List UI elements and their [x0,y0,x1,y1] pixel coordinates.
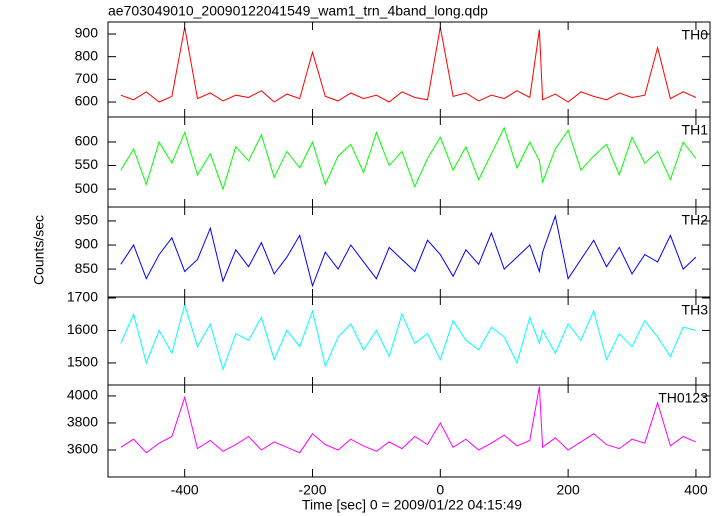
data-line [120,302,697,372]
y-tick-label: 850 [75,260,99,276]
y-tick-label: 3600 [67,441,98,457]
data-line [120,27,697,103]
x-tick-label: -400 [171,482,199,498]
y-tick-label: 700 [75,70,99,86]
series-label: TH2 [682,212,709,228]
y-tick-label: 600 [75,133,99,149]
x-tick-label: 400 [684,482,708,498]
y-tick-label: 950 [75,212,99,228]
y-tick-label: 1500 [67,354,98,370]
y-tick-label: 500 [75,180,99,196]
panel-frame [107,116,711,208]
y-tick-label: 4000 [67,387,98,403]
series-label: TH1 [682,122,709,138]
panel-frame [107,384,711,478]
x-tick-label: 200 [556,482,580,498]
y-tick-label: 3800 [67,414,98,430]
y-tick-label: 1700 [67,289,98,305]
y-tick-label: 1600 [67,321,98,337]
y-tick-label: 900 [75,25,99,41]
series-label: TH0 [682,27,709,43]
y-tick-label: 800 [75,47,99,63]
x-axis-label: Time [sec] 0 = 2009/01/22 04:15:49 [302,497,522,513]
y-axis-label: Counts/sec [31,215,47,285]
data-line [120,214,697,288]
data-line [120,126,697,191]
y-tick-label: 550 [75,156,99,172]
y-tick-label: 900 [75,236,99,252]
x-tick-label: 0 [436,482,444,498]
data-line [120,386,697,454]
y-tick-label: 600 [75,93,99,109]
panel-frame [107,206,711,298]
chart-title: ae703049010_20090122041549_wam1_trn_4ban… [108,3,488,19]
panel-frame [107,21,711,118]
series-label: TH3 [682,302,709,318]
panel-frame [107,296,711,386]
series-label: TH0123 [658,390,708,406]
x-tick-label: -200 [298,482,326,498]
